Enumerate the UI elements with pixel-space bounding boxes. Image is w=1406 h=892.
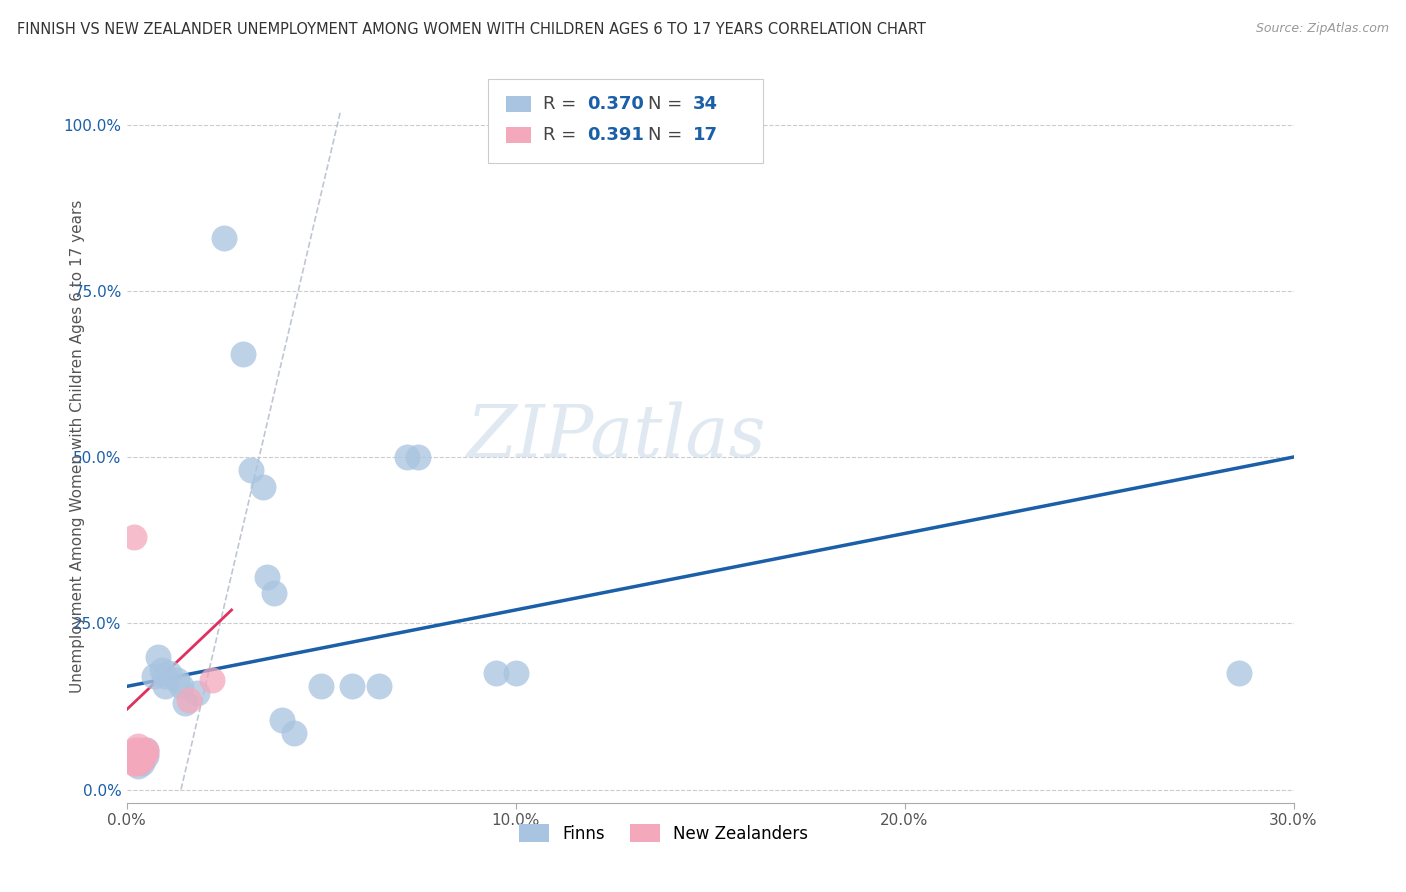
Point — [212, 230, 235, 244]
Point — [127, 753, 149, 767]
Legend: Finns, New Zealanders: Finns, New Zealanders — [512, 818, 814, 849]
Point — [150, 663, 173, 677]
Text: N =: N = — [648, 95, 688, 113]
Point — [124, 742, 146, 756]
Point — [177, 692, 200, 706]
Text: Source: ZipAtlas.com: Source: ZipAtlas.com — [1256, 22, 1389, 36]
Point — [124, 530, 146, 544]
Point — [340, 680, 363, 694]
Point — [309, 680, 332, 694]
Bar — [506, 127, 531, 143]
Point — [127, 746, 149, 760]
Text: Unemployment Among Women with Children Ages 6 to 17 years: Unemployment Among Women with Children A… — [70, 199, 84, 693]
Point — [127, 742, 149, 756]
Text: 0.391: 0.391 — [588, 126, 644, 144]
Text: 0.370: 0.370 — [588, 95, 644, 113]
Point — [131, 749, 153, 764]
Point — [135, 742, 157, 756]
Point — [131, 753, 153, 767]
Point — [263, 586, 285, 600]
Point — [174, 696, 197, 710]
Point — [131, 756, 153, 770]
Bar — [506, 96, 531, 112]
Point — [131, 749, 153, 764]
Point — [408, 450, 430, 464]
Point — [127, 759, 149, 773]
Point — [368, 680, 391, 694]
Point — [131, 753, 153, 767]
Point — [252, 480, 274, 494]
Point — [127, 749, 149, 764]
Text: 17: 17 — [693, 126, 717, 144]
Point — [131, 746, 153, 760]
Text: FINNISH VS NEW ZEALANDER UNEMPLOYMENT AMONG WOMEN WITH CHILDREN AGES 6 TO 17 YEA: FINNISH VS NEW ZEALANDER UNEMPLOYMENT AM… — [17, 22, 925, 37]
Point — [124, 746, 146, 760]
Point — [170, 680, 193, 694]
Text: 34: 34 — [693, 95, 717, 113]
Text: N =: N = — [648, 126, 688, 144]
Point — [127, 739, 149, 754]
Point — [135, 742, 157, 756]
Point — [1227, 666, 1250, 681]
Point — [201, 673, 224, 687]
Point — [135, 749, 157, 764]
Point — [485, 666, 508, 681]
Point — [124, 756, 146, 770]
Point — [232, 347, 254, 361]
Point — [395, 450, 418, 464]
Point — [166, 673, 188, 687]
FancyBboxPatch shape — [488, 78, 762, 163]
Point — [256, 570, 278, 584]
Point — [283, 726, 305, 740]
Text: ZIPatlas: ZIPatlas — [467, 401, 766, 473]
Point — [271, 713, 294, 727]
Point — [146, 649, 169, 664]
Text: R =: R = — [543, 95, 582, 113]
Point — [155, 680, 177, 694]
Point — [124, 756, 146, 770]
Point — [505, 666, 527, 681]
Point — [240, 463, 263, 477]
Point — [186, 686, 208, 700]
Point — [135, 746, 157, 760]
Point — [157, 666, 180, 681]
Point — [124, 749, 146, 764]
Point — [127, 756, 149, 770]
Text: R =: R = — [543, 126, 582, 144]
Point — [155, 669, 177, 683]
Point — [142, 669, 165, 683]
